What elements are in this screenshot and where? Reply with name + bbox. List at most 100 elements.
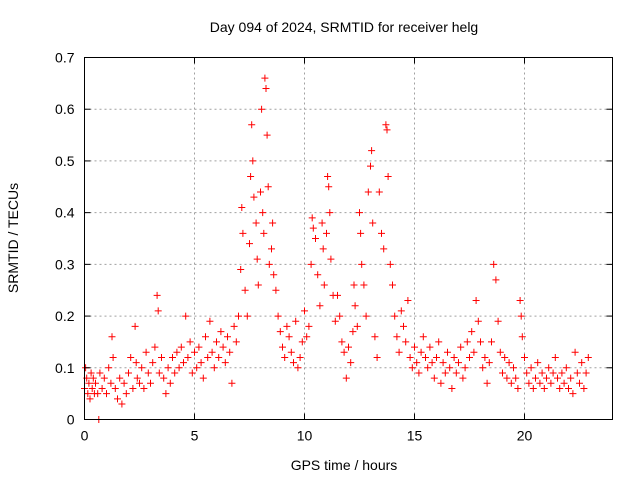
data-point: [419, 333, 427, 341]
data-point: [424, 364, 432, 372]
data-point: [206, 317, 214, 325]
data-point: [155, 369, 163, 377]
data-point: [393, 333, 401, 341]
data-point: [408, 364, 416, 372]
y-tick-label: 0.1: [55, 360, 75, 376]
data-point: [323, 229, 330, 237]
data-point: [505, 359, 513, 367]
data-point: [356, 209, 363, 217]
data-point: [312, 235, 319, 242]
data-point: [237, 266, 245, 274]
data-point: [86, 395, 94, 403]
data-point: [88, 384, 96, 392]
data-point: [213, 338, 220, 346]
data-point: [340, 348, 348, 356]
data-point: [252, 219, 260, 227]
data-point: [221, 359, 229, 367]
data-point: [512, 374, 520, 382]
data-point: [411, 343, 418, 351]
data-point: [364, 188, 372, 196]
data-point: [503, 374, 511, 382]
data-point: [228, 379, 236, 387]
data-point: [268, 245, 275, 253]
data-point: [523, 369, 531, 377]
data-point: [529, 384, 537, 392]
data-point: [151, 343, 159, 351]
data-point: [371, 333, 379, 341]
data-point: [402, 338, 410, 346]
data-point: [437, 379, 445, 387]
data-point: [567, 374, 575, 382]
data-point: [202, 333, 209, 341]
data-point: [457, 343, 465, 351]
data-point: [331, 317, 339, 325]
data-point: [380, 245, 388, 253]
y-tick-label: 0.3: [55, 256, 75, 272]
data-point: [556, 384, 564, 392]
data-point: [114, 395, 121, 403]
data-point: [138, 364, 146, 372]
data-point: [298, 338, 306, 346]
data-point: [368, 147, 376, 155]
data-point: [357, 229, 365, 237]
data-point: [257, 188, 264, 196]
data-point: [468, 328, 476, 336]
data-point: [249, 157, 257, 165]
data-point: [435, 338, 443, 346]
data-point: [142, 348, 150, 356]
data-point: [133, 374, 141, 382]
y-tick-label: 0: [67, 412, 75, 428]
data-point: [253, 255, 261, 263]
data-point: [184, 353, 192, 361]
data-point: [545, 364, 553, 372]
data-point: [551, 353, 559, 361]
data-point: [367, 162, 374, 170]
data-point: [89, 374, 97, 382]
data-point: [543, 374, 550, 382]
data-point: [499, 369, 506, 377]
data-point: [264, 183, 272, 191]
data-point: [324, 172, 332, 180]
data-point: [217, 328, 225, 336]
x-tick-label: 10: [297, 428, 313, 444]
data-point: [580, 384, 588, 392]
data-point: [296, 353, 304, 361]
data-point: [448, 384, 456, 392]
data-point: [459, 374, 467, 382]
data-point: [558, 369, 566, 377]
data-point: [193, 364, 201, 372]
data-point: [283, 322, 291, 330]
data-point: [514, 384, 522, 392]
data-point: [232, 338, 240, 346]
data-point: [120, 379, 128, 387]
data-point: [248, 121, 256, 129]
data-point: [532, 374, 539, 382]
data-point: [441, 369, 449, 377]
data-point: [188, 369, 196, 377]
data-point: [342, 374, 350, 382]
data-point: [490, 260, 498, 268]
data-point: [350, 281, 358, 289]
data-point: [347, 359, 355, 367]
data-point: [100, 374, 108, 382]
data-point: [477, 338, 484, 346]
data-point: [140, 384, 148, 392]
data-point: [158, 353, 165, 361]
data-point: [426, 343, 434, 351]
data-point: [326, 209, 334, 217]
data-point: [129, 384, 137, 392]
data-point: [314, 271, 322, 279]
data-point: [199, 374, 207, 382]
data-point: [182, 312, 190, 320]
data-point: [105, 364, 113, 372]
data-point: [395, 348, 403, 356]
data-point: [534, 359, 542, 367]
data-point: [210, 364, 218, 372]
data-point: [224, 333, 231, 341]
data-point: [578, 359, 586, 367]
data-point: [444, 348, 451, 356]
data-point: [316, 302, 324, 310]
data-point: [122, 390, 130, 398]
data-point: [260, 229, 268, 237]
